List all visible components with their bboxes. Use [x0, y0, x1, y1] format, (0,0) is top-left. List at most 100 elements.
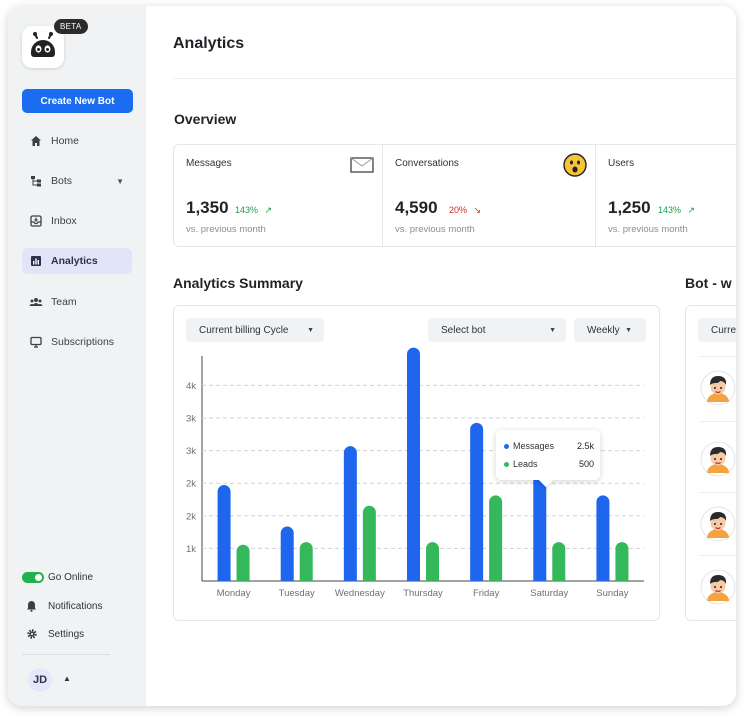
billing-cycle-dropdown[interactable]: Current billing Cycle ▼ [186, 318, 324, 342]
create-new-bot-button[interactable]: Create New Bot [22, 89, 133, 113]
bot-avatar-icon[interactable] [700, 370, 736, 406]
settings-label: Settings [48, 628, 85, 640]
header-divider [173, 78, 736, 79]
bar-base-messages [407, 575, 420, 581]
overview-cards: Messages 1,350 143% ↗ vs. previous month… [173, 144, 736, 247]
x-tick-label: Sunday [596, 588, 628, 599]
bar-messages [280, 526, 294, 581]
bar-base-messages [343, 575, 357, 581]
conversations-card[interactable]: Conversations 4,590 20% ↘ vs. previous m… [383, 145, 595, 246]
bar-base-leads [426, 575, 439, 581]
analytics-summary-panel: Current billing Cycle ▼ Select bot ▼ Wee… [173, 305, 660, 621]
period-dropdown[interactable]: Weekly ▼ [574, 318, 646, 342]
dropdown-value: Current billing Cycle [199, 324, 289, 336]
go-online-toggle[interactable] [22, 572, 44, 583]
overview-title: Overview [174, 111, 237, 127]
tooltip-value: 2.5k [576, 441, 594, 451]
bot-panel-title: Bot - w [685, 275, 732, 291]
y-tick-label: 3k [186, 414, 196, 425]
main-content: Analytics Overview Messages 1,350 143% ↗… [146, 6, 736, 706]
y-tick-label: 1k [186, 544, 196, 555]
bot-panel-dropdown[interactable]: Curre [698, 318, 736, 342]
sidebar-item-subscriptions[interactable]: Subscriptions [22, 329, 132, 355]
sidebar-item-home[interactable]: Home [22, 128, 132, 154]
x-tick-label: Friday [473, 588, 500, 599]
dropdown-value: Select bot [441, 324, 486, 336]
y-tick-label: 2k [186, 511, 196, 522]
sidebar-item-bots[interactable]: Bots ▼ [22, 168, 132, 194]
chevron-down-icon: ▼ [549, 326, 556, 334]
bar-leads [489, 495, 503, 581]
sidebar-item-analytics[interactable]: Analytics [22, 248, 132, 274]
notifications-label: Notifications [48, 600, 103, 612]
card-value: 1,250 [608, 198, 651, 217]
bar-leads [299, 542, 313, 581]
bar-base-leads [362, 575, 376, 581]
tooltip-label: Leads [513, 459, 538, 469]
avatar[interactable]: JD [28, 668, 52, 692]
y-tick-label: 4k [186, 381, 196, 392]
row-divider [700, 356, 736, 357]
card-divider [595, 145, 596, 246]
chevron-down-icon[interactable]: ▼ [116, 176, 124, 186]
bot-avatar-icon[interactable] [700, 441, 736, 477]
sidebar-item-inbox[interactable]: Inbox [22, 208, 132, 234]
bar-base-leads [489, 575, 503, 581]
bar-base-messages [217, 575, 231, 581]
users-card[interactable]: Users 1,250 143% ↗ vs. previous month [596, 145, 736, 246]
tooltip-value: 500 [578, 459, 594, 469]
tooltip-label: Messages [513, 441, 555, 451]
card-label: Conversations [395, 158, 459, 169]
card-change: 143% ↗ [235, 205, 273, 215]
analytics-summary-title: Analytics Summary [173, 275, 303, 291]
card-change: 20% ↘ [449, 205, 482, 215]
bar-base-messages [280, 575, 294, 581]
x-tick-label: Monday [217, 588, 251, 599]
bar-base-messages [470, 575, 484, 581]
select-bot-dropdown[interactable]: Select bot ▼ [428, 318, 566, 342]
x-tick-label: Thursday [403, 588, 443, 599]
page-title: Analytics [173, 35, 245, 52]
chevron-up-icon[interactable]: ▲ [63, 674, 71, 683]
tooltip-leads-row: Leads 500 [504, 459, 594, 469]
settings-link[interactable]: Settings [22, 628, 84, 640]
y-tick-label: 2k [186, 479, 196, 490]
card-label: Users [608, 158, 635, 169]
app-window: BETA Create New Bot Home Bots ▼ Inbox [8, 6, 736, 706]
notifications-link[interactable]: Notifications [22, 600, 102, 612]
row-divider [700, 421, 736, 422]
card-value: 4,590 [395, 198, 438, 217]
bot-avatar-icon[interactable] [700, 506, 736, 542]
team-icon [29, 295, 43, 309]
chart-tooltip: Messages 2.5k Leads 500 [496, 430, 600, 480]
bell-icon [26, 600, 40, 612]
card-subtitle: vs. previous month [395, 224, 475, 235]
bar-base-leads [615, 575, 629, 581]
bar-leads [362, 505, 376, 581]
chevron-down-icon: ▼ [625, 326, 632, 334]
inbox-icon [29, 214, 43, 228]
card-change: 143% ↗ [658, 205, 696, 215]
dropdown-value: Curre [711, 324, 736, 336]
go-online-label: Go Online [48, 572, 94, 583]
x-tick-label: Tuesday [279, 588, 315, 599]
sidebar-item-label: Subscriptions [51, 336, 115, 348]
bar-messages [343, 446, 357, 581]
arrow-up-right-icon: ↗ [687, 205, 696, 215]
messages-card[interactable]: Messages 1,350 143% ↗ vs. previous month [174, 145, 382, 246]
bar-messages [470, 422, 484, 581]
bot-panel: Curre [685, 305, 736, 621]
row-divider [700, 555, 736, 556]
card-divider [382, 145, 383, 246]
card-value: 1,350 [186, 198, 229, 217]
bot-avatar-icon[interactable] [700, 569, 736, 605]
sidebar-item-label: Analytics [51, 255, 98, 267]
card-label: Messages [186, 158, 232, 169]
bar-base-leads [299, 575, 313, 581]
bar-base-messages [596, 575, 610, 581]
home-icon [29, 134, 43, 148]
beta-badge: BETA [54, 19, 88, 34]
gear-icon [26, 628, 40, 640]
envelope-icon [350, 157, 374, 178]
sidebar-item-team[interactable]: Team [22, 289, 132, 315]
